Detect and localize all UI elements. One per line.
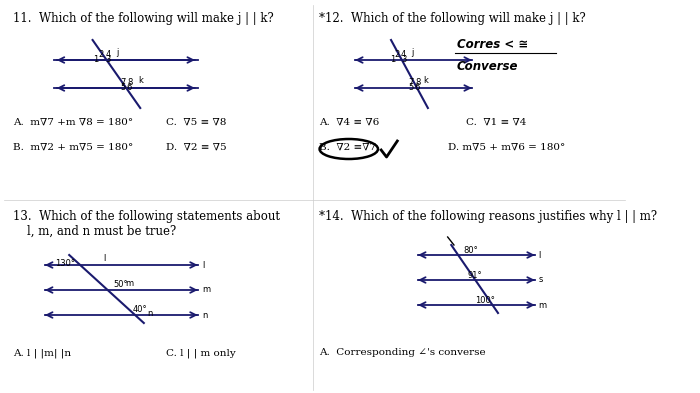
Text: l: l — [538, 250, 541, 259]
Text: 5: 5 — [120, 83, 126, 92]
Text: n: n — [148, 309, 153, 318]
Text: 11.  Which of the following will make j | | k?: 11. Which of the following will make j |… — [13, 12, 274, 25]
Text: Converse: Converse — [456, 60, 518, 73]
Text: B.  ∇2 ≡∇7: B. ∇2 ≡∇7 — [319, 143, 376, 152]
Text: 8: 8 — [127, 78, 133, 87]
Text: 13.  Which of the following statements about: 13. Which of the following statements ab… — [13, 210, 281, 223]
Text: 2: 2 — [98, 50, 104, 59]
Text: 5: 5 — [408, 83, 414, 92]
Text: D. m∇5 + m∇6 = 180°: D. m∇5 + m∇6 = 180° — [448, 143, 565, 152]
Text: j: j — [412, 48, 414, 57]
Text: 7: 7 — [408, 78, 414, 87]
Text: 80°: 80° — [463, 246, 477, 255]
Text: n: n — [202, 310, 208, 320]
Text: m: m — [125, 279, 133, 288]
Text: D.  ∇2 ≡ ∇5: D. ∇2 ≡ ∇5 — [167, 143, 227, 152]
Text: m: m — [202, 285, 211, 294]
Text: 7: 7 — [120, 78, 126, 87]
Text: s: s — [538, 275, 543, 285]
Text: 40°: 40° — [132, 305, 147, 314]
Text: m: m — [538, 301, 547, 310]
Text: B.  m∇2 + m∇5 = 180°: B. m∇2 + m∇5 = 180° — [13, 143, 134, 152]
Text: l: l — [104, 254, 106, 263]
Text: 50°: 50° — [113, 280, 128, 289]
Text: 100°: 100° — [475, 296, 494, 305]
Text: k: k — [424, 76, 428, 85]
Text: 6: 6 — [414, 83, 420, 92]
Text: 1: 1 — [94, 55, 99, 64]
Text: 2: 2 — [395, 50, 400, 59]
Text: 8: 8 — [415, 78, 421, 87]
Text: k: k — [138, 76, 143, 85]
Text: C.  ∇5 ≡ ∇8: C. ∇5 ≡ ∇8 — [167, 118, 227, 127]
Text: A.  ∇4 ≡ ∇6: A. ∇4 ≡ ∇6 — [319, 118, 379, 127]
Text: *14.  Which of the following reasons justifies why l | | m?: *14. Which of the following reasons just… — [319, 210, 657, 223]
Text: 3: 3 — [105, 55, 111, 64]
Text: C.  ∇1 ≡ ∇4: C. ∇1 ≡ ∇4 — [466, 118, 526, 127]
Text: *12.  Which of the following will make j | | k?: *12. Which of the following will make j … — [319, 12, 586, 25]
Text: C. l | | m only: C. l | | m only — [167, 348, 236, 358]
Text: A.  Corresponding ∠'s converse: A. Corresponding ∠'s converse — [319, 348, 486, 357]
Text: A.  m∇7 +m ∇8 = 180°: A. m∇7 +m ∇8 = 180° — [13, 118, 134, 127]
Text: A. l | |m| |n: A. l | |m| |n — [13, 348, 71, 358]
Text: 130°: 130° — [55, 259, 75, 268]
Text: 1: 1 — [390, 55, 395, 64]
Text: l, m, and n must be true?: l, m, and n must be true? — [27, 225, 176, 238]
Text: 91°: 91° — [468, 271, 482, 280]
Text: 4: 4 — [105, 50, 111, 59]
Text: j: j — [117, 48, 119, 57]
Text: 3: 3 — [401, 55, 406, 64]
Text: l: l — [202, 261, 204, 270]
Text: 4: 4 — [401, 50, 406, 59]
Text: 6: 6 — [127, 83, 132, 92]
Text: Corres < ≅: Corres < ≅ — [456, 38, 528, 51]
